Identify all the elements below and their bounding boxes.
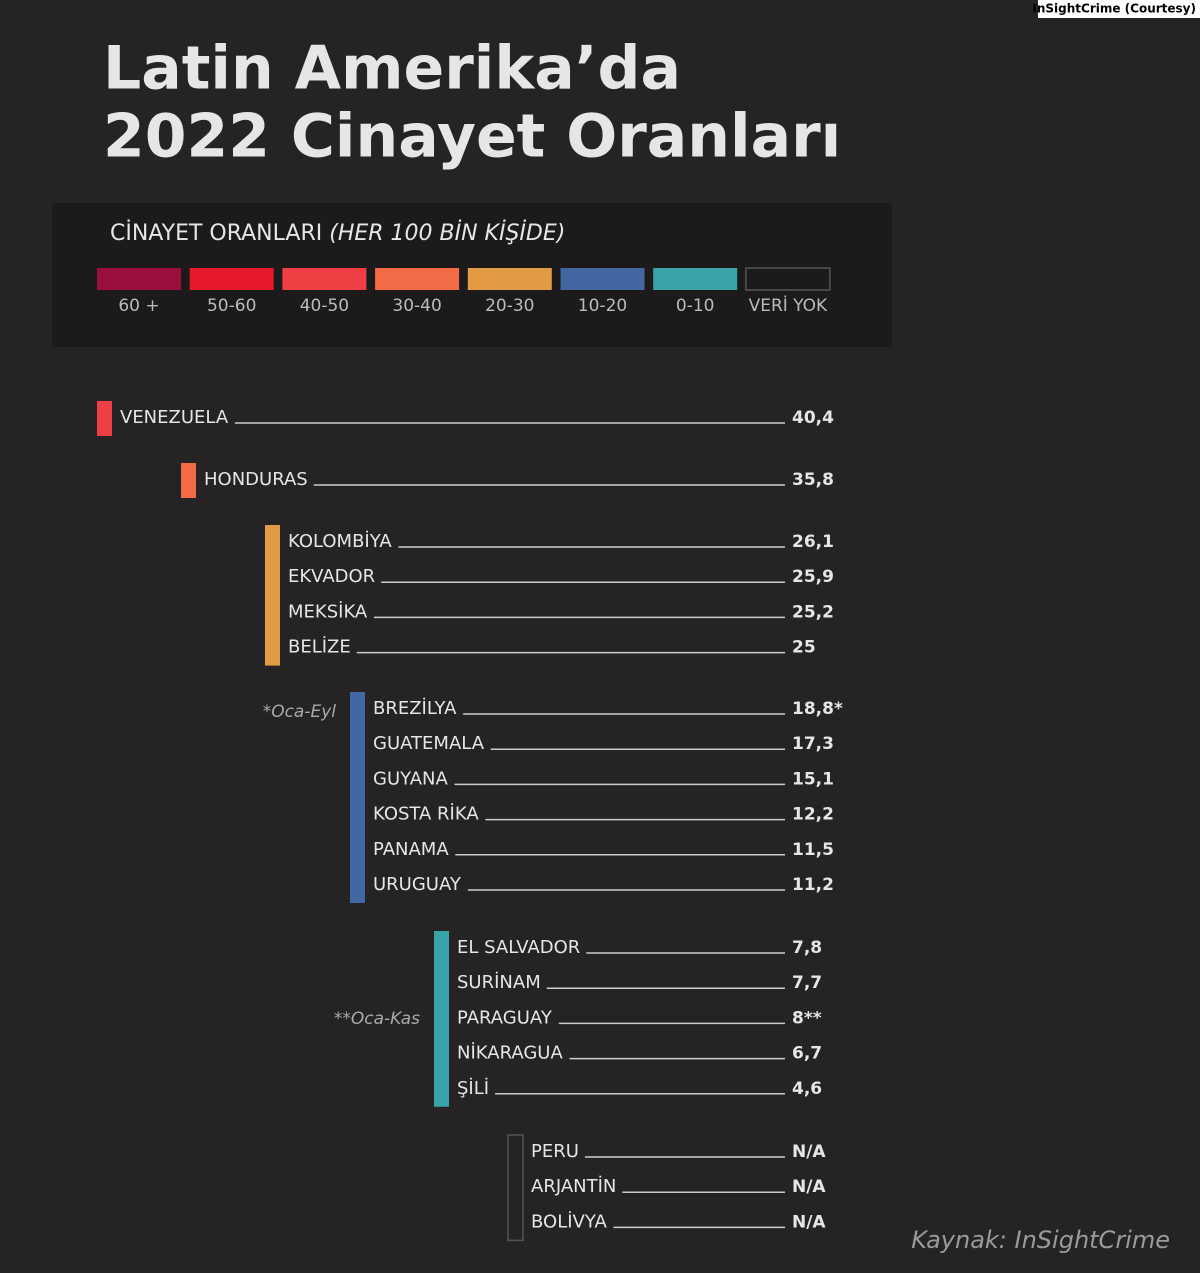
- country-name: PERU: [531, 1141, 579, 1162]
- source: Kaynak: InSightCrime: [911, 1226, 1170, 1254]
- legend-label: 20-30: [485, 296, 534, 316]
- country-name: EKVADOR: [288, 566, 375, 587]
- rate-value: 26,1: [792, 532, 834, 552]
- legend-swatch: [282, 268, 367, 290]
- credit: InSightCrime (Courtesy): [1032, 2, 1196, 16]
- rate-value: 11,5: [792, 840, 834, 860]
- rate-value: 12,2: [792, 805, 834, 825]
- group-bar: [181, 463, 196, 498]
- legend-label: 10-20: [578, 296, 627, 316]
- group-note: **Oca-Kas: [334, 1009, 420, 1029]
- country-name: BREZİLYA: [373, 698, 457, 719]
- rate-value: 17,3: [792, 734, 834, 754]
- legend-swatch: [189, 268, 274, 290]
- country-name: HONDURAS: [204, 469, 308, 490]
- country-name: KOLOMBİYA: [288, 531, 392, 552]
- country-name: BOLİVYA: [531, 1211, 607, 1232]
- country-name: ŞİLİ: [457, 1078, 489, 1099]
- country-name: URUGUAY: [373, 874, 462, 895]
- legend-label: VERİ YOK: [749, 295, 828, 316]
- legend-label: 0-10: [676, 296, 715, 316]
- country-name: PARAGUAY: [457, 1007, 553, 1028]
- country-name: PANAMA: [373, 839, 449, 860]
- country-name: MEKSİKA: [288, 601, 368, 622]
- group-bar: [265, 525, 280, 666]
- rate-value: 8**: [792, 1008, 822, 1028]
- legend-label: 40-50: [300, 296, 349, 316]
- legend-swatch: [653, 268, 738, 290]
- country-name: SURİNAM: [457, 972, 541, 993]
- group-bar: [97, 401, 112, 436]
- rate-value: 11,2: [792, 875, 834, 895]
- legend-label: 50-60: [207, 296, 256, 316]
- country-name: BELİZE: [288, 637, 351, 658]
- rate-value: 35,8: [792, 470, 834, 490]
- rate-value: 4,6: [792, 1079, 822, 1099]
- rate-value: 40,4: [792, 408, 834, 428]
- legend-title-main: CİNAYET ORANLARI: [110, 220, 322, 246]
- country-name: EL SALVADOR: [457, 937, 580, 958]
- rate-value: 25,2: [792, 602, 834, 622]
- rate-value: 25: [792, 638, 816, 658]
- legend-swatch: [375, 268, 460, 290]
- legend-label: 30-40: [392, 296, 441, 316]
- legend-title: CİNAYET ORANLARI (HER 100 BİN KİŞİDE): [110, 220, 565, 246]
- group-bar: [350, 692, 365, 903]
- title-line: 2022 Cinayet Oranları: [103, 102, 841, 172]
- country-name: ARJANTİN: [531, 1176, 616, 1197]
- group-note: *Oca-Eyl: [263, 702, 337, 722]
- rate-value: N/A: [792, 1177, 826, 1197]
- legend-label: 60 +: [118, 296, 159, 316]
- credit-box: [1038, 0, 1200, 18]
- group-bar: [434, 931, 449, 1107]
- rate-value: N/A: [792, 1142, 826, 1162]
- legend-swatch: [97, 268, 181, 290]
- rate-value: 15,1: [792, 769, 834, 789]
- country-name: GUATEMALA: [373, 733, 485, 754]
- country-name: KOSTA RİKA: [373, 804, 479, 825]
- country-name: VENEZUELA: [120, 407, 229, 428]
- rate-value: N/A: [792, 1212, 826, 1232]
- rate-value: 7,7: [792, 973, 822, 993]
- legend-swatch: [560, 268, 645, 290]
- rate-value: 6,7: [792, 1044, 822, 1064]
- country-name: GUYANA: [373, 768, 448, 789]
- legend-swatch: [467, 268, 552, 290]
- legend-title-note: (HER 100 BİN KİŞİDE): [329, 220, 565, 246]
- rate-value: 18,8*: [792, 699, 843, 719]
- rate-value: 25,9: [792, 567, 834, 587]
- title-line: Latin Amerika’da: [103, 34, 681, 104]
- rate-value: 7,8: [792, 938, 822, 958]
- group-bar: [507, 1134, 524, 1242]
- legend-swatch: [745, 267, 831, 291]
- country-name: NİKARAGUA: [457, 1043, 563, 1064]
